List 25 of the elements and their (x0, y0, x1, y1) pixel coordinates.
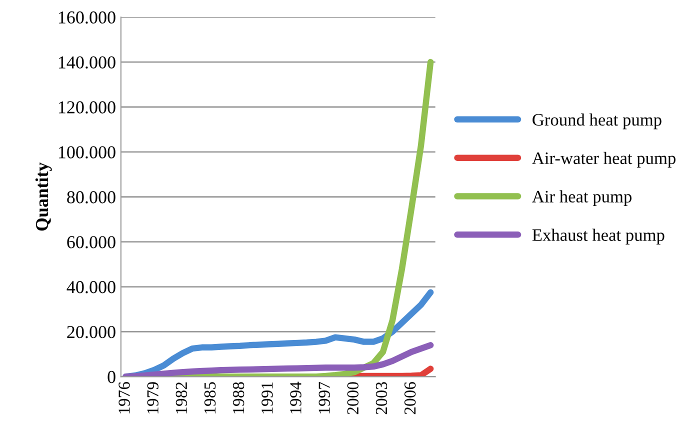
y-tick-label: 120.000 (58, 101, 116, 114)
x-tick-label: 1997 (318, 382, 330, 414)
y-tick-label: 80.000 (67, 191, 116, 204)
y-tick-label: 140.000 (58, 56, 116, 69)
y-axis-title: Quantity (35, 162, 52, 231)
x-tick-label: 2003 (376, 382, 388, 414)
y-tick-label: 20.000 (67, 326, 116, 338)
x-tick-label: 1994 (290, 382, 302, 414)
x-tick-label: 1991 (262, 382, 273, 414)
y-tick-label: 60.000 (67, 236, 116, 248)
x-tick-label: 2000 (347, 382, 359, 414)
x-tick-label: 2006 (404, 382, 416, 414)
y-tick-label: 160.000 (58, 11, 116, 24)
x-tick-label: 1982 (176, 382, 188, 414)
y-tick-label: 0 (108, 370, 116, 384)
legend-label: Exhaust heat pump (532, 228, 664, 244)
legend-label: Ground heat pump (532, 113, 662, 130)
x-tick-label: 1988 (232, 382, 244, 414)
legend-label: Air-water heat pump (532, 152, 676, 168)
y-tick-label: 100.000 (58, 146, 116, 158)
y-tick-label: 40.000 (66, 281, 116, 294)
x-tick-label: 1985 (204, 382, 216, 414)
x-tick-label: 1976 (118, 382, 130, 414)
x-tick-label: 1979 (147, 382, 158, 414)
legend-label: Air heat pump (532, 190, 632, 206)
